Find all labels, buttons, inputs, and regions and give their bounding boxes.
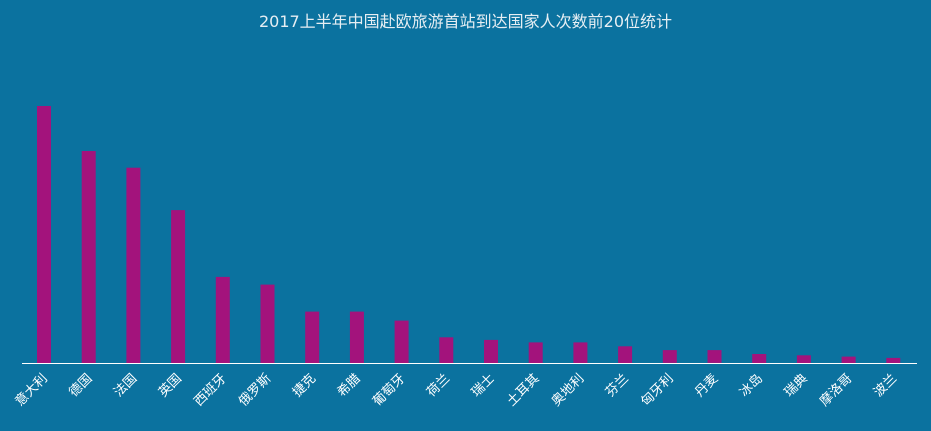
x-tick-label: 法国 <box>111 371 140 400</box>
x-tick-label: 土耳其 <box>504 371 542 409</box>
bar-16 <box>752 354 767 363</box>
bar-4 <box>215 276 230 363</box>
bar-5 <box>260 284 275 363</box>
chart-title: 2017上半年中国赴欧旅游首站到达国家人次数前20位统计 <box>258 12 673 31</box>
bar-14 <box>662 350 677 363</box>
x-tick-label: 捷克 <box>290 371 319 400</box>
bar-2 <box>126 167 141 363</box>
x-tick-label: 荷兰 <box>424 371 453 400</box>
bar-1 <box>81 151 96 363</box>
bar-8 <box>394 320 409 363</box>
x-tick-label: 瑞典 <box>782 371 811 400</box>
bar-10 <box>484 339 498 363</box>
bar-17 <box>796 355 811 363</box>
x-tick-label: 芬兰 <box>603 371 632 400</box>
bars-group <box>37 106 901 363</box>
x-tick-label: 匈牙利 <box>638 371 676 409</box>
x-tick-label: 英国 <box>156 371 185 400</box>
bar-12 <box>573 342 588 363</box>
bar-9 <box>439 337 454 363</box>
bar-6 <box>305 311 320 363</box>
bar-7 <box>349 311 364 363</box>
bar-11 <box>528 342 543 363</box>
bar-3 <box>171 210 186 363</box>
x-tick-label: 冰岛 <box>736 371 766 401</box>
x-tick-label: 葡萄牙 <box>370 371 408 409</box>
x-tick-label: 波兰 <box>871 371 900 400</box>
x-tick-label: 摩洛哥 <box>817 371 856 410</box>
x-tick-label: 瑞士 <box>469 371 498 400</box>
x-tick-label: 德国 <box>67 371 96 400</box>
x-tick-label: 西班牙 <box>191 371 229 409</box>
tick-labels-group: 意大利 德国 法国 英国 西班牙 俄罗斯 捷克 希腊 葡萄牙 荷兰 瑞士 土耳其 奥地利 芬兰 匈牙利 丹麦冰… <box>12 371 900 410</box>
bar-15 <box>707 350 722 363</box>
bar-0 <box>37 106 51 363</box>
x-tick-label: 希腊 <box>335 371 364 400</box>
x-tick-label: 奥地利 <box>549 371 587 409</box>
bar-13 <box>618 346 633 363</box>
bar-19 <box>886 357 901 363</box>
bar-18 <box>841 356 856 363</box>
x-tick-label: 意大利 <box>12 371 51 410</box>
x-tick-label: 丹麦 <box>692 371 721 400</box>
x-tick-label: 俄罗斯 <box>236 371 274 409</box>
